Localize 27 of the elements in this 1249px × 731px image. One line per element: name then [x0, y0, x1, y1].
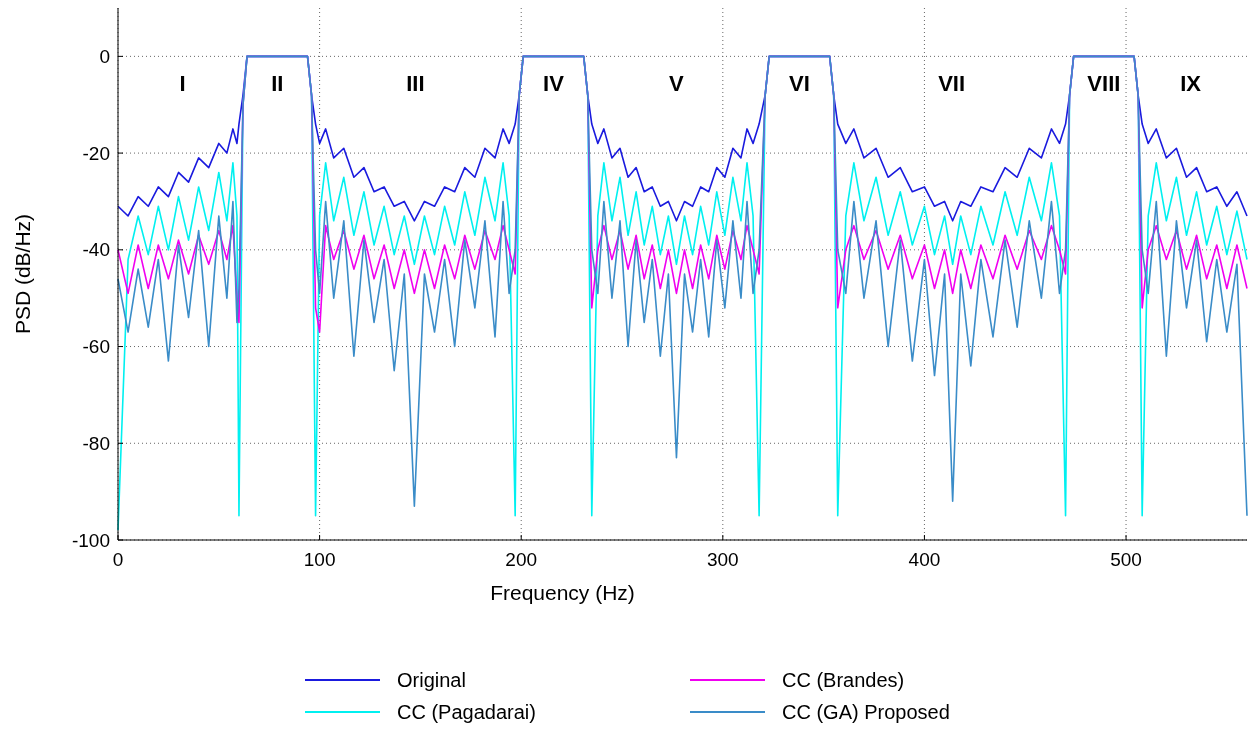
annotation: IV [543, 70, 565, 96]
annotation: V [669, 70, 685, 96]
x-tick-label: 300 [706, 549, 739, 570]
x-tick-label: 200 [505, 549, 538, 570]
x-tick-label: 100 [303, 549, 336, 570]
x-tick-label: 400 [908, 549, 941, 570]
y-tick-label: -80 [82, 432, 110, 454]
y-tick-label: -20 [82, 142, 110, 164]
legend-label: CC (GA) Proposed [782, 701, 950, 723]
annotation: III [406, 70, 425, 96]
y-tick-label: -100 [71, 529, 110, 551]
y-tick-label: -40 [82, 239, 110, 261]
legend-label: Original [397, 669, 466, 691]
x-tick-label: 0 [112, 549, 124, 570]
annotation: I [179, 70, 186, 96]
y-tick-label: 0 [99, 46, 110, 68]
annotation: IX [1180, 70, 1202, 96]
y-tick-label: -60 [82, 336, 110, 358]
annotation: VIII [1087, 70, 1121, 96]
annotation: VI [789, 70, 810, 96]
x-axis-title: Frequency (Hz) [490, 581, 635, 604]
legend-label: CC (Pagadarai) [397, 701, 536, 723]
annotation: VII [938, 70, 966, 96]
annotation: II [271, 70, 284, 96]
y-axis-title: PSD (dB/Hz) [11, 213, 34, 335]
x-tick-label: 500 [1110, 549, 1142, 570]
legend-label: CC (Brandes) [782, 669, 905, 691]
